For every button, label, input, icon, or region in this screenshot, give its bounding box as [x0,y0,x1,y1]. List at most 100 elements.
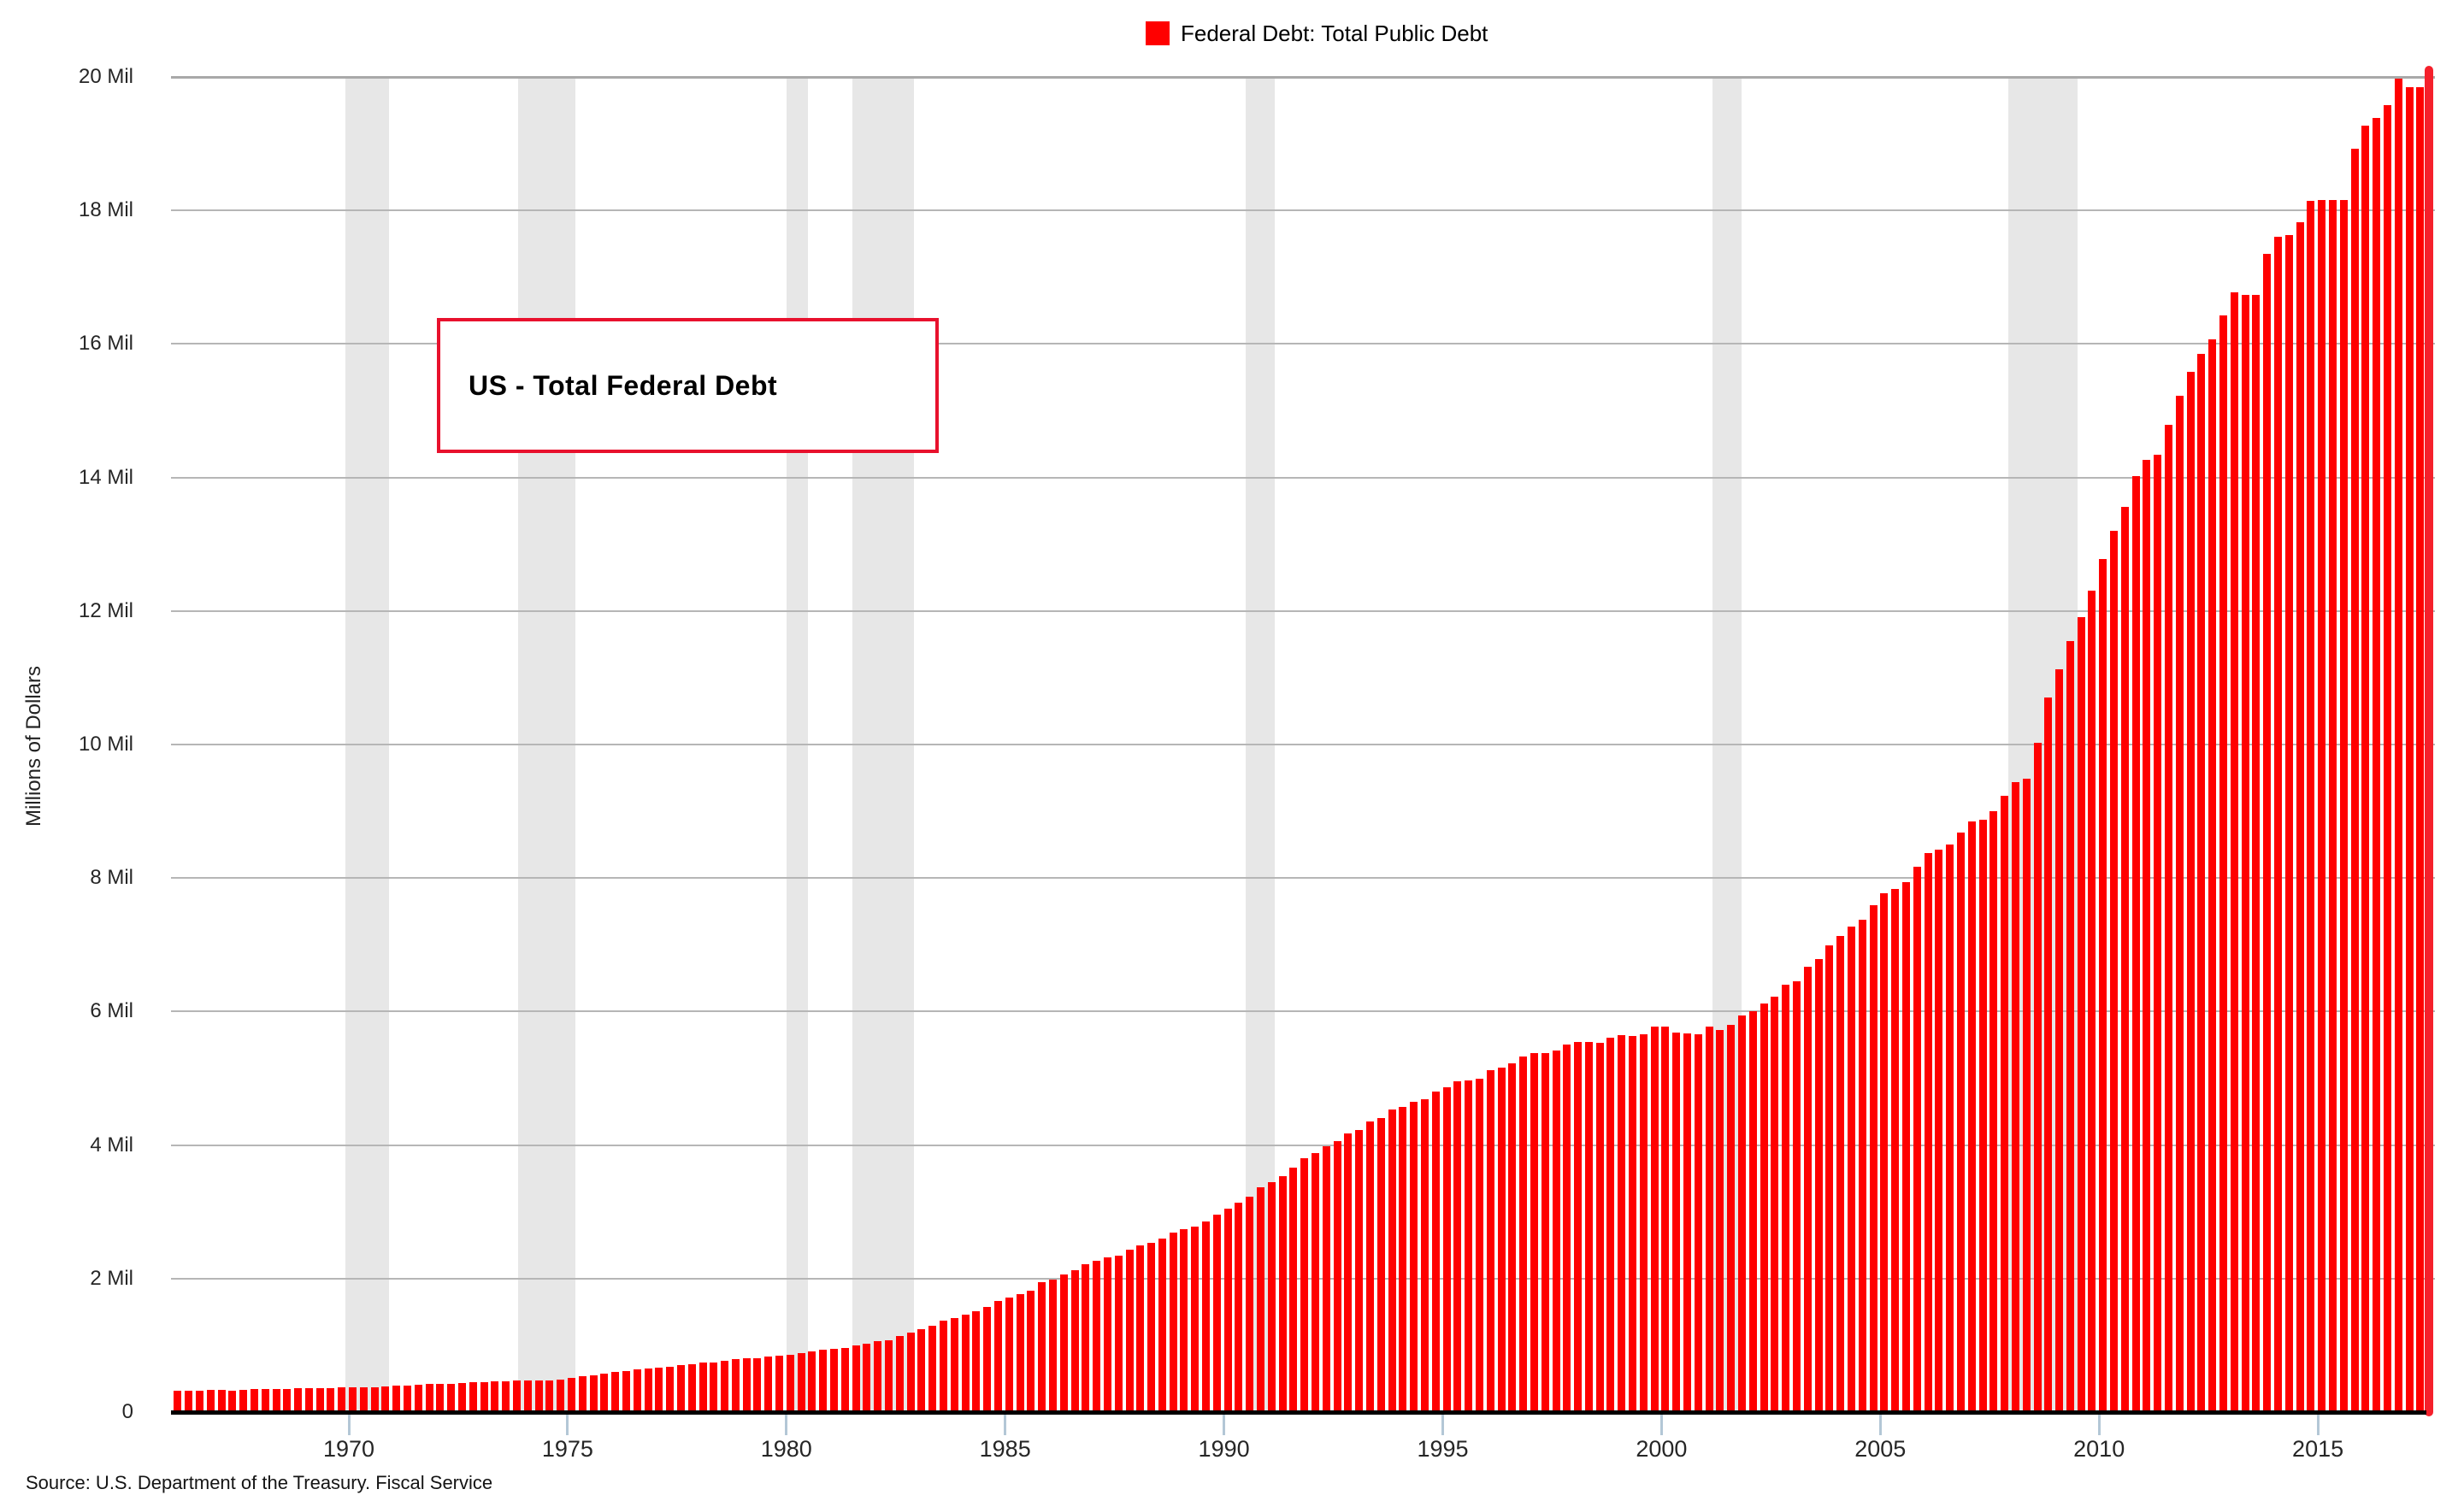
bar [764,1357,773,1412]
bar [2197,353,2206,1412]
x-tick-label: 1970 [322,1436,375,1462]
bar [1191,1227,1200,1412]
bar [2383,105,2391,1412]
bar [1705,1027,1713,1412]
bar [338,1387,346,1412]
bar [1497,1067,1506,1412]
bar [2208,339,2217,1412]
bar [1541,1053,1549,1412]
x-tick [1441,1415,1444,1435]
bar [1070,1270,1079,1412]
bar [2328,200,2337,1412]
x-tick-label: 2010 [2073,1436,2125,1462]
bar [304,1388,313,1412]
bar [327,1388,335,1412]
bar [1420,1098,1429,1412]
bar [1825,945,1834,1412]
gridline [171,609,2435,612]
bar [2022,778,2031,1412]
bar [710,1362,718,1412]
bar [2339,200,2348,1412]
bar [808,1351,816,1412]
bar [1410,1102,1418,1412]
bar [1486,1070,1494,1412]
bar [239,1389,248,1412]
bar [775,1356,783,1412]
bar [250,1389,258,1412]
bar [557,1379,565,1412]
x-tick [2316,1415,2320,1435]
bar [1038,1282,1046,1412]
bar [491,1381,499,1412]
bar [1771,996,1779,1412]
bar [2165,424,2172,1412]
y-tick-label: 14 Mil [78,465,133,489]
bar [195,1390,203,1412]
bar [1059,1274,1068,1412]
bar [1836,936,1845,1412]
bar [1869,904,1877,1412]
bar [2044,698,2053,1412]
bar [742,1358,751,1412]
bar [2241,294,2249,1412]
bar [2230,292,2238,1412]
bar [502,1381,510,1412]
legend: Federal Debt: Total Public Debt [1146,21,1488,45]
x-tick [2097,1415,2101,1435]
bar [228,1390,237,1412]
bar [885,1339,893,1412]
bar [1475,1079,1483,1412]
bar [830,1348,838,1412]
bar [1989,810,1998,1412]
bar [1880,892,1889,1412]
bar [1388,1109,1396,1412]
bar [1793,980,1801,1412]
x-tick-label: 1985 [979,1436,1031,1462]
bar [852,1345,860,1412]
bar [2318,200,2326,1412]
bar [404,1385,411,1412]
bar [2373,118,2381,1412]
gridline [171,1144,2435,1146]
bar [1212,1215,1221,1412]
bar [206,1390,215,1412]
bar [874,1340,882,1412]
bar [1442,1087,1451,1412]
bar [2186,372,2195,1412]
y-tick-label: 6 Mil [90,999,133,1023]
bar [1223,1208,1232,1412]
legend-label: Federal Debt: Total Public Debt [1181,21,1488,46]
bar [797,1353,805,1412]
bar [961,1314,970,1412]
bar [1027,1290,1035,1412]
bar [906,1332,915,1412]
bar [1584,1041,1593,1412]
bar [983,1307,992,1412]
bar [1333,1140,1341,1412]
x-tick [1659,1415,1663,1435]
bar [1629,1035,1636,1412]
bar [2416,87,2425,1412]
gridline [171,1010,2435,1013]
x-tick-label: 1995 [1417,1436,1469,1462]
y-tick-label: 8 Mil [90,866,133,890]
bar [315,1388,324,1412]
bar [1760,1003,1768,1412]
bar [633,1369,641,1412]
bar [1935,850,1943,1412]
bar [1694,1033,1702,1412]
bar [1683,1033,1691,1412]
bar [174,1390,182,1412]
bar [1005,1298,1013,1412]
bar [863,1343,871,1412]
bar [2405,87,2414,1412]
x-tick-label: 1975 [541,1436,593,1462]
bar [1639,1034,1648,1412]
x-tick-label: 2000 [1636,1436,1688,1462]
y-tick-label: 2 Mil [90,1266,133,1290]
bar [1650,1026,1659,1412]
bar [622,1370,630,1412]
bar [1016,1293,1024,1412]
source-note: Source: U.S. Department of the Treasury.… [26,1472,493,1493]
bar [1891,888,1900,1412]
